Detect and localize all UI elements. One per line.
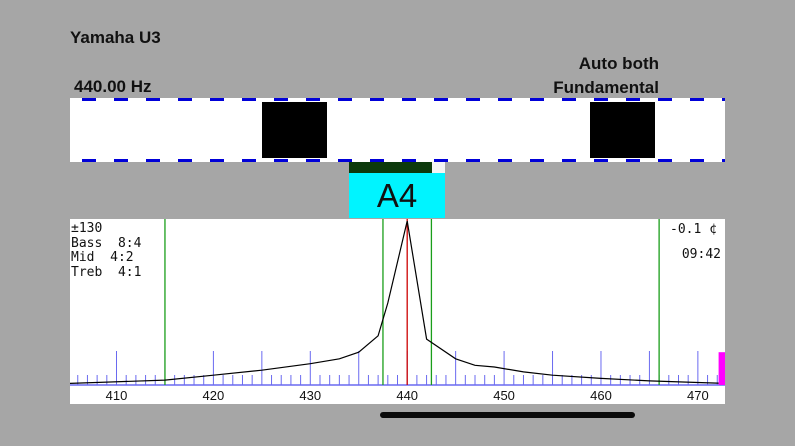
strobe-dash [690, 98, 704, 101]
strobe-dash [402, 98, 416, 101]
bass-ratio: Bass 8:4 [71, 235, 142, 251]
strobe-dash [626, 159, 640, 162]
home-indicator[interactable] [380, 412, 635, 418]
note-name[interactable]: A4 [349, 173, 445, 218]
strobe-dash [370, 159, 384, 162]
strobe-dash [626, 98, 640, 101]
strobe-dash [178, 98, 192, 101]
strobe-dash [114, 98, 128, 101]
strobe-dash [82, 159, 96, 162]
level-bar [718, 352, 725, 385]
strobe-block-left [262, 102, 327, 158]
range-label: ±130 [71, 221, 103, 236]
strobe-dash [146, 98, 160, 101]
tuning-indicator [349, 162, 445, 173]
strobe-dash [82, 98, 96, 101]
strobe-dash [274, 159, 288, 162]
strobe-dash [434, 98, 448, 101]
tuning-indicator-rest [432, 162, 445, 173]
strobe-dash [338, 159, 352, 162]
strobe-dash [370, 98, 384, 101]
axis-tick-label: 470 [687, 388, 709, 403]
mode-line-2: Fundamental [553, 78, 659, 97]
frequency-axis: 410 420 430 440 450 460 470 [70, 387, 725, 404]
spectrum-plot [70, 219, 725, 386]
strobe-dash [658, 98, 672, 101]
strobe-dash [594, 159, 608, 162]
strobe-graphic [82, 98, 725, 162]
strobe-dashes-top [82, 98, 725, 101]
strobe-block-right [590, 102, 655, 158]
strobe-dash [274, 98, 288, 101]
strobe-dash [466, 159, 480, 162]
strobe-dash [594, 98, 608, 101]
cents-offset: -0.1 ¢ [670, 222, 717, 237]
strobe-dash [530, 159, 544, 162]
strobe-dash [178, 159, 192, 162]
strobe-dash [210, 98, 224, 101]
axis-tick-label: 460 [590, 388, 612, 403]
mode-line-1: Auto both [578, 54, 659, 73]
strobe-dash [498, 98, 512, 101]
axis-tick-label: 430 [299, 388, 322, 403]
strobe-display [70, 98, 725, 162]
axis-tick-label: 410 [105, 388, 128, 403]
strobe-dash [530, 98, 544, 101]
strobe-dash [242, 159, 256, 162]
axis-tick-label: 420 [202, 388, 225, 403]
strobe-dash [306, 159, 320, 162]
strobe-dash [402, 159, 416, 162]
axis-tick-label: 440 [396, 388, 419, 403]
stretch-info: ±130 Bass 8:4 Mid 4:2 Treb 4:1 [71, 221, 142, 280]
strobe-dash [242, 98, 256, 101]
mode-indicator[interactable]: Auto both Fundamental [553, 52, 659, 100]
strobe-dash [722, 159, 725, 162]
strobe-dash [466, 98, 480, 101]
strobe-dash [114, 159, 128, 162]
reference-frequency[interactable]: 440.00 Hz [74, 77, 152, 96]
treble-ratio: Treb 4:1 [71, 264, 142, 280]
strobe-dash [434, 159, 448, 162]
strobe-dash [210, 159, 224, 162]
spectrum-curve [70, 220, 725, 384]
clock: 09:42 [681, 247, 721, 262]
spectrum-graph[interactable]: ±130 Bass 8:4 Mid 4:2 Treb 4:1 -0.1 ¢ 09… [70, 219, 725, 387]
strobe-dash [338, 98, 352, 101]
strobe-dash [658, 159, 672, 162]
partial-markers [164, 219, 660, 385]
strobe-dashes-bottom [82, 159, 725, 162]
tuning-indicator-fill [349, 162, 432, 173]
axis-tick-label: 450 [493, 388, 515, 403]
strobe-dash [690, 159, 704, 162]
instrument-title: Yamaha U3 [70, 28, 161, 47]
frequency-ticks [70, 351, 725, 386]
strobe-dash [306, 98, 320, 101]
mid-ratio: Mid 4:2 [71, 250, 134, 265]
strobe-dash [562, 159, 576, 162]
strobe-dash [146, 159, 160, 162]
strobe-dash [498, 159, 512, 162]
strobe-dash [562, 98, 576, 101]
strobe-dash [722, 98, 725, 101]
